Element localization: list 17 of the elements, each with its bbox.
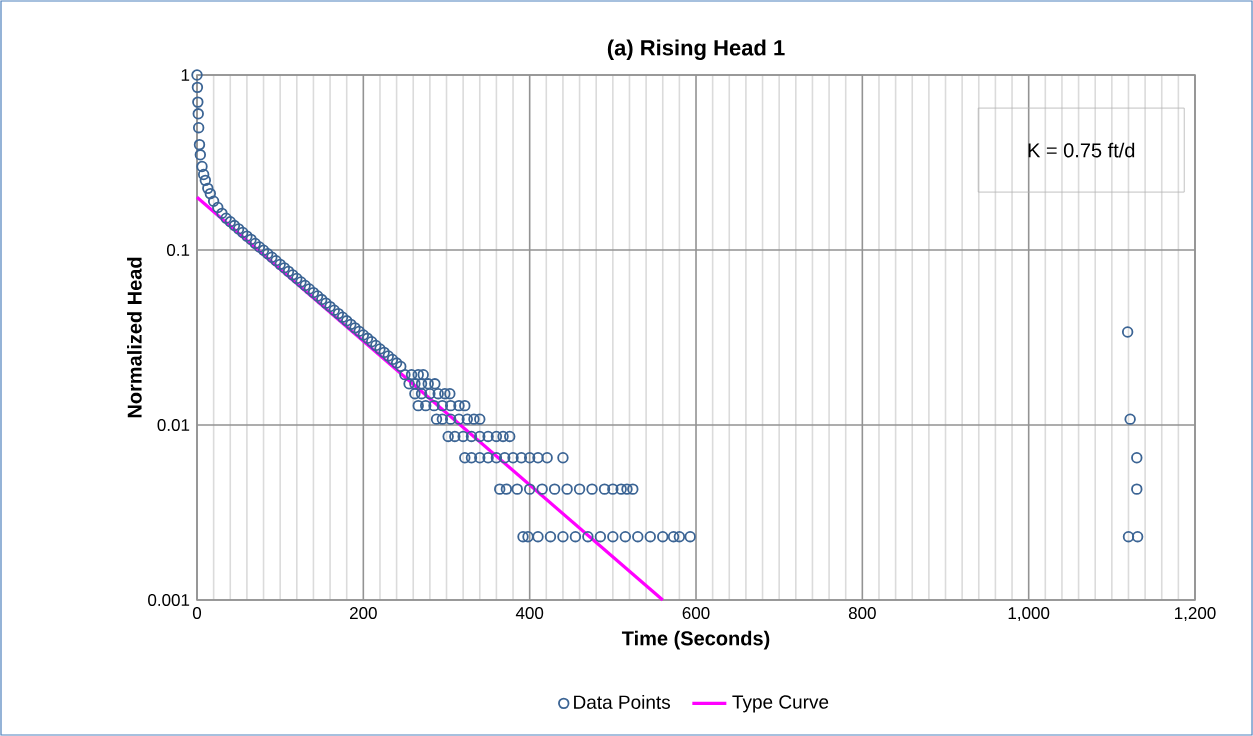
y-tick-label: 1	[181, 69, 190, 81]
x-tick-label: 1,000	[1008, 607, 1050, 622]
y-tick-label: 0.001	[148, 593, 190, 607]
legend-label: Data Points	[574, 694, 671, 709]
x-axis-title: Time (Seconds)	[621, 630, 770, 650]
y-axis-title: Normalized Head	[127, 257, 142, 418]
y-tick-label: 0.01	[157, 418, 190, 432]
x-tick-label: 1,200	[1175, 607, 1216, 622]
x-tick-label: 600	[682, 607, 710, 620]
x-tick-label: 200	[350, 607, 377, 620]
legend-label: Type Curve	[732, 695, 829, 713]
chart-title: (a) Rising Head 1	[607, 39, 785, 60]
annotation: K = 0.75 ft/d	[1028, 142, 1135, 158]
x-tick-label: 400	[515, 607, 544, 620]
x-tick-label: 0	[192, 607, 202, 620]
y-tick-label: 0.1	[166, 243, 190, 257]
x-tick-label: 800	[848, 607, 876, 620]
